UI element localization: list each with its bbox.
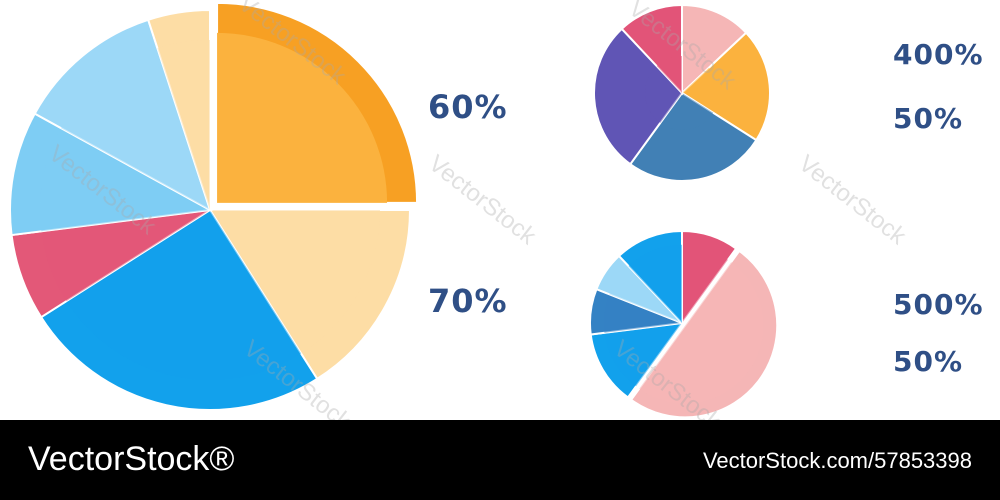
pie-slice-inner-shade [217,32,388,203]
pie-slice-inner-shade [645,66,682,123]
pie-slice-inner-shade [682,244,728,323]
pie-slice-inner-shade [40,128,210,232]
pie-chart-small-bottom [589,229,779,419]
pie-chart-large [9,1,419,411]
pie-slice-inner-shade [609,265,682,323]
pie-charts [9,1,779,419]
pie-slice-inner-shade [656,56,682,93]
bottom-pie-label-2: 50% [893,345,964,378]
pie-slice [593,27,684,166]
pie-slice-inner-shade [603,294,682,333]
large-pie-label-bottom: 70% [428,282,508,320]
pie-slice-inner-shade [660,93,714,130]
pie-slice [680,31,771,142]
pie-slice-inner-shade [61,48,210,211]
pie-slice-inner-shade [628,244,682,323]
pie-slice-inner-shade [157,40,210,210]
pie-chart-small-top [593,3,771,182]
bottom-pie-label-1: 500% [893,288,984,321]
pie-slice [628,91,758,182]
large-pie-label-top: 60% [428,88,508,126]
image-id: VectorStock.com/57853398 [702,448,972,473]
pie-slice-inner-shade [66,210,302,380]
pie-slice-inner-shade [210,210,380,354]
top-pie-label-1: 400% [893,38,984,71]
pie-slice-inner-shade [639,262,764,404]
footer-bar: VectorStock® VectorStock.com/57853398 [0,420,1000,500]
top-pie-label-2: 50% [893,102,964,135]
pie-slice-inner-shade [682,67,719,113]
brand-logo: VectorStock® [28,440,235,478]
infographic-canvas: VectorStock VectorStock VectorStock Vect… [9,0,984,420]
pie-slice-inner-shade [604,323,682,387]
pie-slice-inner-shade [682,56,709,93]
pie-slice-inner-shade [41,210,210,302]
